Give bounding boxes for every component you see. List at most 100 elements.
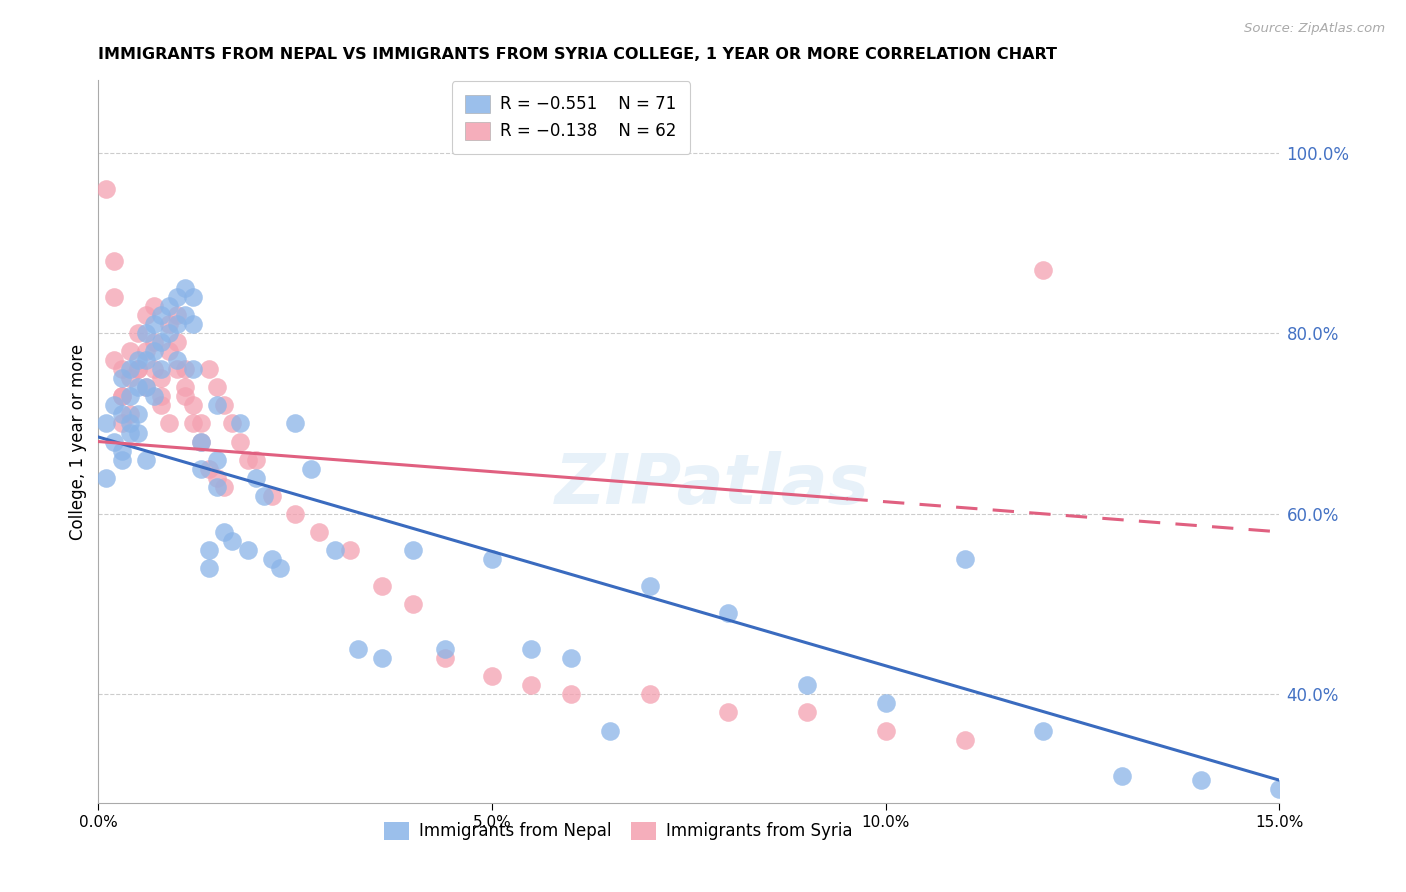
Point: [118, 362, 141, 376]
Point: [260, 552, 283, 566]
Point: [269, 561, 291, 575]
Point: [339, 542, 361, 557]
Point: [142, 344, 165, 359]
Point: [796, 678, 818, 692]
Point: [127, 425, 149, 440]
Point: [166, 335, 188, 350]
Point: [127, 362, 149, 376]
Point: [111, 389, 134, 403]
Point: [135, 308, 157, 322]
Point: [103, 434, 125, 449]
Point: [127, 408, 149, 422]
Point: [111, 417, 134, 431]
Point: [135, 344, 157, 359]
Point: [560, 651, 582, 665]
Point: [953, 552, 976, 566]
Y-axis label: College, 1 year or more: College, 1 year or more: [69, 343, 87, 540]
Point: [142, 389, 165, 403]
Point: [1032, 723, 1054, 738]
Point: [166, 290, 188, 304]
Point: [433, 642, 456, 657]
Point: [96, 471, 118, 485]
Point: [229, 417, 252, 431]
Point: [520, 642, 543, 657]
Point: [157, 326, 180, 341]
Point: [599, 723, 621, 738]
Point: [197, 561, 219, 575]
Point: [103, 290, 125, 304]
Point: [245, 471, 267, 485]
Point: [402, 542, 425, 557]
Point: [236, 452, 259, 467]
Point: [174, 389, 197, 403]
Point: [157, 317, 180, 331]
Point: [135, 380, 157, 394]
Point: [181, 362, 204, 376]
Point: [118, 408, 141, 422]
Point: [197, 362, 219, 376]
Point: [127, 326, 149, 341]
Point: [166, 353, 188, 368]
Point: [111, 389, 134, 403]
Point: [402, 597, 425, 611]
Point: [481, 552, 503, 566]
Point: [205, 471, 228, 485]
Text: ZIPatlas: ZIPatlas: [555, 451, 870, 518]
Point: [111, 408, 134, 422]
Point: [174, 380, 197, 394]
Point: [118, 344, 141, 359]
Point: [221, 417, 243, 431]
Point: [205, 480, 228, 494]
Point: [796, 706, 818, 720]
Point: [1032, 263, 1054, 277]
Point: [111, 371, 134, 385]
Point: [197, 542, 219, 557]
Point: [174, 281, 197, 295]
Point: [371, 579, 394, 593]
Point: [103, 254, 125, 268]
Point: [127, 353, 149, 368]
Point: [236, 542, 259, 557]
Point: [166, 308, 188, 322]
Point: [150, 371, 173, 385]
Point: [150, 389, 173, 403]
Point: [229, 434, 252, 449]
Point: [181, 398, 204, 412]
Point: [157, 299, 180, 313]
Point: [174, 308, 197, 322]
Point: [214, 524, 236, 539]
Point: [111, 443, 134, 458]
Point: [142, 335, 165, 350]
Point: [111, 362, 134, 376]
Point: [181, 290, 204, 304]
Point: [135, 353, 157, 368]
Point: [717, 706, 740, 720]
Point: [520, 678, 543, 692]
Point: [135, 452, 157, 467]
Point: [181, 317, 204, 331]
Point: [197, 461, 219, 475]
Point: [190, 461, 212, 475]
Text: Source: ZipAtlas.com: Source: ZipAtlas.com: [1244, 22, 1385, 36]
Point: [157, 417, 180, 431]
Point: [118, 417, 141, 431]
Point: [284, 507, 307, 521]
Point: [1268, 782, 1291, 797]
Text: IMMIGRANTS FROM NEPAL VS IMMIGRANTS FROM SYRIA COLLEGE, 1 YEAR OR MORE CORRELATI: IMMIGRANTS FROM NEPAL VS IMMIGRANTS FROM…: [98, 47, 1057, 62]
Point: [205, 398, 228, 412]
Point: [118, 425, 141, 440]
Point: [347, 642, 370, 657]
Point: [135, 380, 157, 394]
Point: [96, 182, 118, 196]
Point: [127, 380, 149, 394]
Point: [96, 417, 118, 431]
Point: [190, 434, 212, 449]
Point: [127, 362, 149, 376]
Point: [433, 651, 456, 665]
Point: [1189, 773, 1212, 788]
Point: [190, 417, 212, 431]
Point: [371, 651, 394, 665]
Point: [174, 362, 197, 376]
Point: [166, 317, 188, 331]
Point: [205, 452, 228, 467]
